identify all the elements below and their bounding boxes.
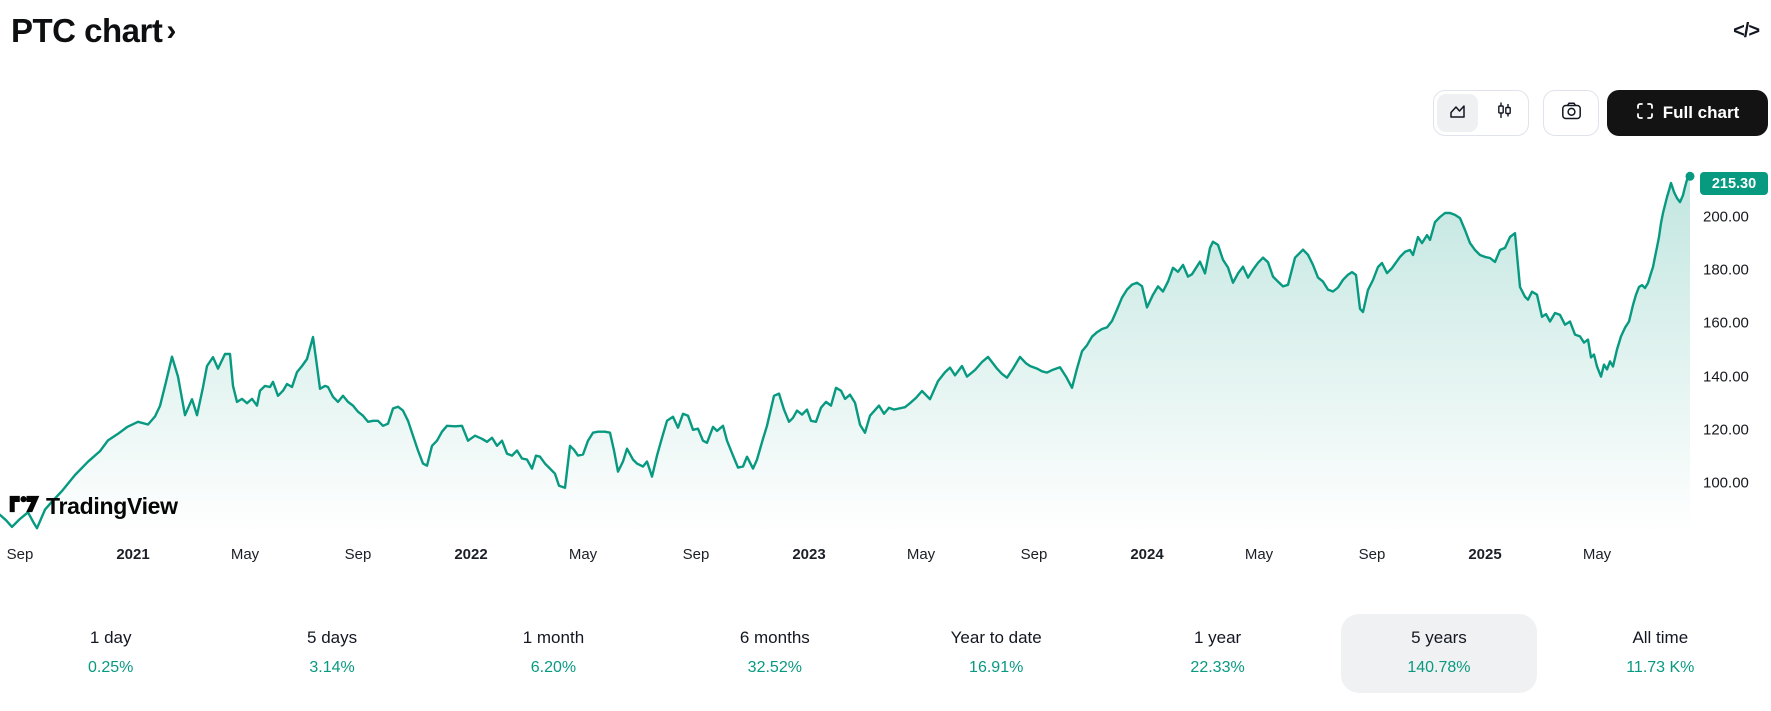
tradingview-logo-icon [9,495,40,518]
time-scale-month-label: May [1244,546,1274,563]
candlestick-chart-type-button[interactable] [1484,94,1525,132]
time-scale-month-label: Sep [6,546,34,563]
snapshot-button[interactable] [1543,90,1599,136]
period-change-value: 6.20% [530,658,577,676]
tradingview-logo-text: TradingView [46,493,178,519]
period-button-1-month[interactable]: 1 month 6.20% [443,603,664,703]
fullscreen-icon [1636,102,1654,125]
period-label: All time [1632,627,1689,647]
period-label: 5 years [1411,627,1467,647]
camera-icon [1561,101,1582,126]
period-button-year-to-date[interactable]: Year to date 16.91% [886,603,1107,703]
period-button-1-year[interactable]: 1 year 22.33% [1107,603,1328,703]
area-chart-icon [1448,101,1467,125]
period-button-5-years[interactable]: 5 years 140.78% [1328,603,1549,703]
time-scale-year-label: 2025 [1468,546,1502,563]
time-scale-month-label: Sep [344,546,372,563]
period-label: 5 days [307,627,358,647]
tradingview-attribution-link[interactable]: TradingView [9,493,178,520]
area-chart-type-button[interactable] [1437,94,1478,132]
price-scale-label: 120.00 [1703,421,1749,439]
time-scale-year-label: 2023 [792,546,826,563]
period-button-5-days[interactable]: 5 days 3.14% [221,603,442,703]
period-change-value: 3.14% [309,658,355,676]
chart-type-toggle [1433,90,1529,136]
period-label: 6 months [739,627,810,647]
time-scale-year-label: 2021 [116,546,150,563]
page-title-text: PTC chart [11,12,163,49]
time-scale-month-label: May [568,546,598,563]
time-scale-month-label: May [230,546,260,563]
period-selector: 1 day 0.25% 5 days 3.14% 1 month 6.20% 6 month… [0,603,1771,703]
period-change-value: 16.91% [969,658,1024,676]
chevron-right-icon: › [166,14,176,47]
period-change-value: 11.73 K% [1626,658,1695,676]
page-title[interactable]: PTC chart › [11,12,176,50]
time-scale-month-label: Sep [682,546,710,563]
full-chart-label: Full chart [1662,103,1740,122]
price-scale-label: 100.00 [1703,474,1749,492]
candlestick-icon [1495,101,1514,125]
period-label: Year to date [950,627,1042,647]
period-change-value: 32.52% [747,658,802,676]
price-scale-label: 140.00 [1703,368,1749,386]
period-button-6-months[interactable]: 6 months 32.52% [664,603,885,703]
period-change-value: 0.25% [88,658,134,676]
period-button-all-time[interactable]: All time 11.73 K% [1550,603,1771,703]
price-line [0,171,1692,530]
price-scale-label: 160.00 [1703,314,1749,332]
time-scale-year-label: 2024 [1130,546,1164,563]
time-scale-month-label: Sep [1020,546,1048,563]
time-scale-month-label: May [1582,546,1612,563]
time-scale-year-label: 2022 [454,546,488,563]
embed-code-icon[interactable]: </> [1733,20,1760,42]
period-change-value: 22.33% [1190,658,1245,676]
full-chart-button[interactable]: Full chart [1607,90,1768,136]
area-fill [0,173,1690,532]
period-change-value: 140.78% [1407,658,1471,676]
time-scale-month-label: Sep [1358,546,1386,563]
period-label: 1 month [522,627,585,647]
last-price-badge: 215.30 [1700,172,1768,195]
price-chart[interactable] [0,140,1771,535]
period-label: 1 day [89,627,132,647]
period-button-1-day[interactable]: 1 day 0.25% [0,603,221,703]
time-scale-month-label: May [906,546,936,563]
last-price-dot [1685,171,1695,181]
period-label: 1 year [1193,627,1242,647]
price-scale-label: 200.00 [1703,208,1749,226]
price-scale-label: 180.00 [1703,261,1749,279]
